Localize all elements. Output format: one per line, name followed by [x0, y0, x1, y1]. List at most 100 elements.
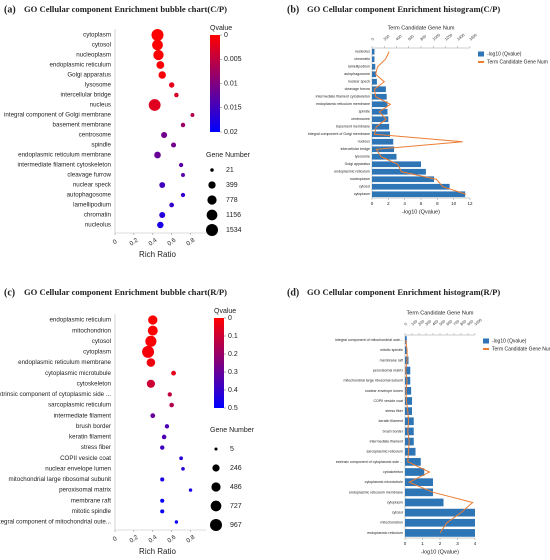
size-legend-label: 1534	[226, 227, 242, 234]
x-tick-label: 0	[112, 238, 119, 246]
y-tick-label: centrosome	[351, 117, 370, 121]
panel-label: (c)	[4, 287, 15, 298]
bar	[372, 161, 421, 168]
bubble	[168, 82, 175, 88]
bubble	[169, 202, 175, 208]
gene-num-line	[405, 340, 474, 534]
bar	[372, 146, 395, 153]
bubble	[167, 392, 172, 397]
bubble	[160, 498, 165, 503]
bubble	[161, 131, 168, 139]
y-tick-label: extrinsic component of cytoplasmic side …	[0, 391, 111, 398]
legend-label: -log10 (Qvalue)	[487, 51, 522, 57]
colorbar-tick-label: 0.015	[224, 105, 242, 112]
size-legend-label: 486	[230, 484, 242, 491]
top-tick-label: 900	[467, 319, 474, 326]
colorbar-tick-label: 0.005	[224, 56, 242, 63]
y-tick-label: Golgi apparatus	[67, 72, 111, 79]
y-tick-label: cytoplasm	[354, 192, 370, 196]
top-tick-label: 1000	[474, 318, 483, 326]
y-tick-label: mitochondrial large ribosomal subunit	[9, 476, 112, 483]
y-tick-label: autophagosome	[344, 72, 370, 76]
x-axis-title: -log10 (Qvalue)	[402, 209, 440, 215]
y-tick-label: cytosol	[392, 511, 403, 515]
top-tick-label: 1200	[444, 33, 453, 41]
bubble	[181, 467, 185, 471]
x-tick-label: 3	[456, 541, 459, 546]
bubble	[171, 142, 177, 148]
bar	[372, 131, 390, 138]
x-tick-label: 0.6	[166, 533, 178, 544]
bar	[372, 71, 377, 78]
y-tick-label: COPII vesicle coat	[60, 455, 111, 462]
y-tick-label: endoplasmic reticulum membrane	[18, 359, 111, 366]
bubble	[153, 49, 164, 61]
panel-label: (d)	[287, 287, 299, 298]
size-legend-label: 399	[226, 182, 238, 189]
x-tick-label: 2	[387, 201, 390, 206]
bubble	[174, 92, 179, 98]
y-tick-label: nucleolus	[85, 222, 111, 229]
colorbar-tick-label: 0.3	[228, 369, 238, 376]
y-tick-label: chromatin	[84, 212, 112, 219]
y-tick-label: basement membrane	[53, 122, 112, 129]
y-tick-label: intercellular bridge	[60, 92, 111, 99]
colorbar-tick-label: 0.1	[228, 333, 238, 340]
y-tick-label: intermediate filament cytoskeleton	[17, 162, 111, 169]
panel-label: (a)	[4, 4, 16, 15]
y-tick-label: basement membrane	[336, 125, 370, 129]
top-tick-label: 100	[411, 319, 418, 326]
y-tick-label: endoplasmic reticulum	[49, 317, 111, 324]
bar	[372, 183, 450, 190]
y-tick-label: endoplasmic reticulum	[334, 170, 370, 174]
bubble	[158, 71, 166, 79]
top-tick-label: 0	[371, 37, 375, 41]
bubble	[152, 39, 163, 51]
bubble	[180, 192, 186, 198]
y-tick-label: spindle	[359, 110, 370, 114]
bubble	[171, 370, 176, 376]
y-tick-label: intermediate filament	[54, 412, 112, 419]
top-tick-label: 400	[395, 34, 402, 41]
x-tick-label: 0	[404, 541, 407, 546]
colorbar-tick-label: 0.2	[228, 351, 238, 358]
y-tick-label: cytosol	[92, 338, 111, 345]
bar	[405, 468, 425, 476]
y-tick-label: integral component of mitochondrial oute…	[0, 519, 111, 526]
bar	[372, 153, 397, 160]
y-tick-label: chromatin	[354, 57, 370, 61]
x-tick-label: 0	[112, 535, 119, 543]
bar	[405, 478, 433, 487]
y-tick-label: nucleolus	[355, 50, 370, 54]
y-tick-label: nucleus	[90, 102, 111, 109]
y-tick-label: brush border	[383, 429, 404, 433]
y-tick-label: extrinsic component of cytoplasmic side …	[336, 460, 403, 464]
x-tick-label: 0.4	[147, 236, 159, 247]
top-tick-label: 200	[418, 319, 425, 326]
bubble	[157, 221, 164, 229]
size-legend-label: 727	[230, 503, 242, 510]
y-tick-label: peroxisomal matrix	[373, 368, 403, 372]
size-legend-marker	[206, 224, 218, 236]
y-tick-label: cytoplasmic microtubule	[365, 480, 403, 484]
size-legend-label: 5	[230, 446, 234, 453]
x-tick-label: 0.8	[185, 236, 197, 247]
y-tick-label: lamellipodium	[73, 202, 111, 209]
y-tick-label: intercellular bridge	[341, 147, 370, 151]
y-tick-label: sarcoplasmic reticulum	[48, 402, 111, 409]
x-tick-label: 1	[421, 541, 424, 546]
y-tick-label: cleavage furrow	[67, 172, 111, 179]
legend-marker	[478, 51, 484, 57]
y-tick-label: nuclear speck	[348, 80, 370, 84]
bar	[372, 86, 386, 93]
bar	[372, 176, 435, 183]
y-tick-label: mitochondrial large ribosomal subunit	[343, 379, 403, 383]
colorbar-tick-label: 0.02	[224, 129, 238, 136]
y-tick-label: endoplasmic reticulum	[49, 62, 111, 69]
x-tick-label: 12	[467, 201, 473, 206]
colorbar-tick-label: 0.5	[228, 405, 238, 412]
x-tick-label: 8	[436, 201, 439, 206]
y-tick-label: Golgi apparatus	[345, 162, 371, 166]
bar	[372, 78, 377, 85]
